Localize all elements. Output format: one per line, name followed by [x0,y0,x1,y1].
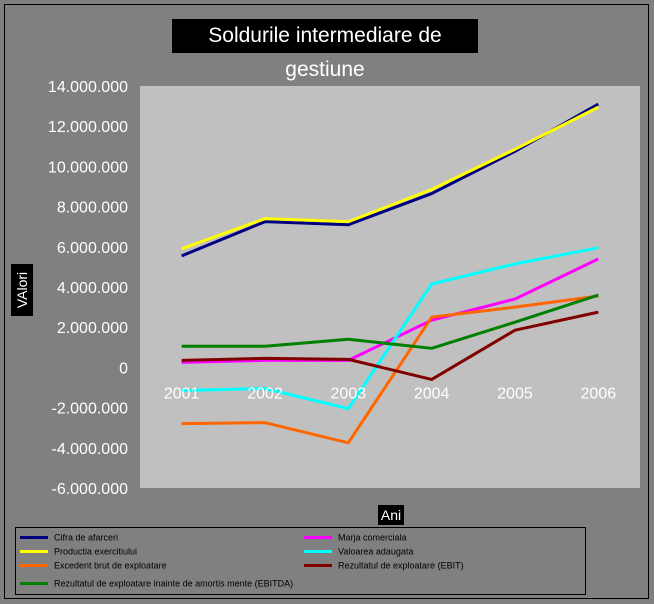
y-tick-label: 2.000.000 [57,320,128,337]
legend-label: Excedent brut de exploatare [54,560,167,571]
y-tick-label: -2.000.000 [51,401,128,418]
legend-label: Rezultatul de exploatare (EBIT) [338,560,464,571]
series-line [181,310,599,381]
legend-item: Cifra de afarceri [20,531,118,543]
y-tick-label: 0 [119,360,128,377]
legend-swatch [304,536,332,540]
x-tick-label: 2004 [414,385,450,402]
legend-item: Rezultatul de exploatare inainte de amor… [20,577,293,589]
y-tick-label: 6.000.000 [57,240,128,257]
x-tick-label: 2005 [497,385,533,402]
series-line [181,257,599,364]
series-layer [181,102,600,445]
legend-swatch [20,564,48,568]
x-tick-layer: 2001 2002 2003 2004 2005 2006 [164,385,616,402]
y-tick-label: 12.000.000 [48,119,128,136]
y-axis-label-box [11,264,33,316]
plot-area [140,86,640,488]
series-line [181,293,599,350]
legend-label: Rezultatul de exploatare inainte de amor… [54,578,294,589]
x-tick-label: 2006 [581,385,617,402]
series-line [181,246,599,411]
y-tick-label: 8.000.000 [57,200,128,217]
legend-swatch [304,550,332,554]
legend-swatch [304,564,332,568]
x-axis-label: Ani [378,505,404,525]
legend-item: Valoarea adaugata [304,545,413,557]
chart-title: Soldurile intermediare de gestiune [172,19,478,81]
series-line [181,105,600,251]
legend-label: Productia exercitiului [54,546,138,557]
y-tick-label: 14.000.000 [48,79,128,96]
legend-item: Productia exercitiului [20,545,137,557]
y-tick-label: 4.000.000 [57,280,128,297]
y-tick-label: 10.000.000 [48,159,128,176]
series-line [181,294,599,445]
legend-item: Marja comerciala [304,531,407,543]
legend-item: Excedent brut de exploatare [20,559,167,571]
y-tick-label: -6.000.000 [51,481,128,498]
legend-label: Cifra de afarceri [54,532,119,543]
legend-label: Valoarea adaugata [338,546,414,557]
legend-swatch [20,536,48,540]
y-axis-label: VAlori [14,271,30,309]
x-tick-label: 2001 [164,385,200,402]
legend-label: Marja comerciala [338,532,407,543]
x-tick-label: 2003 [331,385,367,402]
legend-swatch [20,550,48,554]
legend-swatch [20,582,48,586]
legend-item: Rezultatul de exploatare (EBIT) [304,559,464,571]
x-tick-label: 2002 [247,385,283,402]
legend: Cifra de afarceri Marja comerciala Produ… [15,527,586,595]
chart-frame [4,4,649,599]
y-tick-label: -4.000.000 [51,441,128,458]
axis-layer: 14.000.000 12.000.000 10.000.000 8.000.000 6… [48,79,128,498]
